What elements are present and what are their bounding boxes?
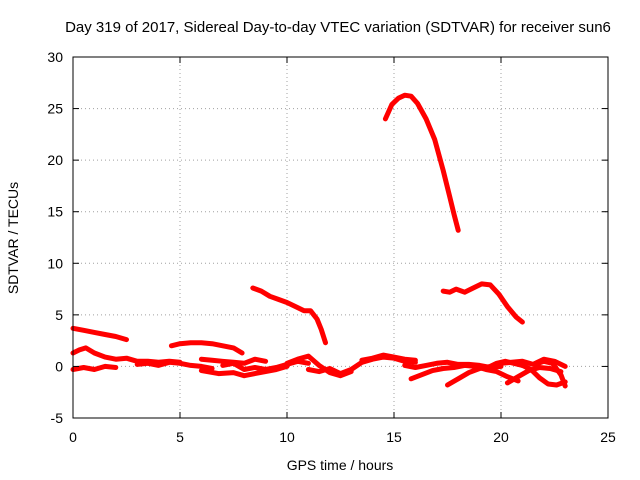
series-arc-17 xyxy=(440,281,525,325)
series-arc-4 xyxy=(134,359,215,371)
x-tick-label: 15 xyxy=(386,429,402,445)
series-arc-12 xyxy=(359,352,418,363)
series-arc-5 xyxy=(168,340,245,356)
x-tick-label: 20 xyxy=(493,429,509,445)
y-tick-label: 5 xyxy=(55,307,63,323)
y-tick-label: 15 xyxy=(47,204,63,220)
series-arc-21 xyxy=(532,358,568,389)
y-tick-label: 20 xyxy=(47,152,63,168)
y-tick-label: 30 xyxy=(47,49,63,65)
series-arc-3 xyxy=(70,363,119,372)
series-arc-2 xyxy=(70,345,183,365)
series-arc-13 xyxy=(382,92,461,233)
x-tick-label: 10 xyxy=(279,429,295,445)
y-tick-label: 10 xyxy=(47,255,63,271)
x-axis-label: GPS time / hours xyxy=(287,457,394,473)
x-tick-label: 5 xyxy=(176,429,184,445)
y-tick-label: 0 xyxy=(55,358,63,374)
series-group xyxy=(70,92,568,389)
series-arc-15 xyxy=(408,362,521,384)
series-arc-1 xyxy=(70,325,129,343)
plot-frame xyxy=(72,56,609,419)
y-axis-label: SDTVAR / TECUs xyxy=(5,182,21,294)
series-arc-9 xyxy=(250,285,328,346)
series-arc-19 xyxy=(504,365,564,386)
tick-group: 0 5 10 15 20 25 -5 0 5 10 15 20 25 30 xyxy=(47,49,616,445)
series-arc-20 xyxy=(519,362,568,388)
y-tick-label: 25 xyxy=(47,101,63,117)
y-tick-label: -5 xyxy=(51,410,64,426)
chart-title: Day 319 of 2017, Sidereal Day-to-day VTE… xyxy=(65,19,611,36)
x-tick-label: 25 xyxy=(600,429,616,445)
grid xyxy=(73,57,608,418)
x-tick-label: 0 xyxy=(69,429,77,445)
